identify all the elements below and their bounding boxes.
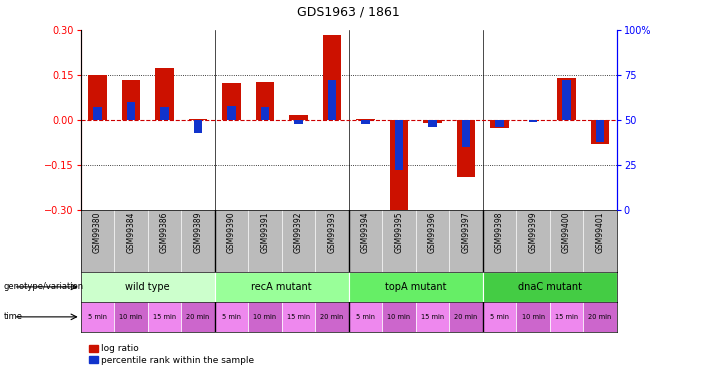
Bar [496,120,504,127]
Text: 10 min: 10 min [253,314,276,320]
Text: GSM99399: GSM99399 [529,212,538,254]
Bar [256,82,274,120]
Text: GSM99398: GSM99398 [495,212,504,254]
Bar [491,120,509,128]
Text: wild type: wild type [125,282,170,292]
Text: 10 min: 10 min [119,314,142,320]
Bar [222,82,240,120]
Bar [557,78,576,120]
Text: GSM99380: GSM99380 [93,212,102,254]
Bar [361,120,369,124]
Bar [395,120,403,170]
Text: 20 min: 20 min [454,314,477,320]
Bar [290,115,308,120]
Text: 20 min: 20 min [186,314,210,320]
Text: GSM99394: GSM99394 [361,212,370,254]
Text: 15 min: 15 min [153,314,176,320]
Text: time: time [4,312,22,321]
Bar [356,119,375,120]
Text: GSM99384: GSM99384 [126,212,135,254]
Text: 10 min: 10 min [522,314,545,320]
Bar [529,120,537,122]
Text: topA mutant: topA mutant [385,282,447,292]
Bar [449,302,483,332]
Bar [282,302,315,332]
Bar [462,120,470,147]
Bar [517,302,550,332]
Bar [428,120,437,127]
Bar [423,120,442,123]
Text: GSM99393: GSM99393 [327,212,336,254]
Bar [550,302,583,332]
Bar [390,120,408,211]
Bar [328,80,336,120]
Bar [315,302,349,332]
Text: GSM99386: GSM99386 [160,212,169,254]
Bar [322,34,341,120]
Text: 20 min: 20 min [589,314,612,320]
Text: GSM99400: GSM99400 [562,212,571,254]
Bar [122,80,140,120]
Bar [248,302,282,332]
Text: 15 min: 15 min [421,314,444,320]
Bar [349,302,382,332]
Bar [155,68,174,120]
Bar [261,107,269,120]
Bar [189,119,207,120]
Bar [583,302,617,332]
Bar [88,75,107,120]
Text: 5 min: 5 min [222,314,241,320]
Bar [127,102,135,120]
Text: 20 min: 20 min [320,314,343,320]
Text: GSM99397: GSM99397 [461,212,470,254]
Bar [81,272,215,302]
Text: GSM99395: GSM99395 [395,212,404,254]
Text: dnaC mutant: dnaC mutant [518,282,582,292]
Text: GSM99391: GSM99391 [261,212,269,254]
Bar [483,302,517,332]
Legend: log ratio, percentile rank within the sample: log ratio, percentile rank within the sa… [85,340,258,369]
Text: GSM99392: GSM99392 [294,212,303,254]
Text: 5 min: 5 min [356,314,375,320]
Bar [227,106,236,120]
Bar [148,302,181,332]
Bar [215,272,349,302]
Text: GSM99390: GSM99390 [227,212,236,254]
Text: 5 min: 5 min [88,314,107,320]
Bar [81,302,114,332]
Bar [416,302,449,332]
Text: genotype/variation: genotype/variation [4,282,83,291]
Text: 10 min: 10 min [388,314,411,320]
Text: 15 min: 15 min [555,314,578,320]
Bar [596,120,604,142]
Text: GSM99401: GSM99401 [596,212,605,254]
Text: 5 min: 5 min [490,314,509,320]
Bar [93,107,102,120]
Text: GSM99396: GSM99396 [428,212,437,254]
Bar [181,302,215,332]
Bar [161,107,169,120]
Bar [294,120,303,124]
Text: 15 min: 15 min [287,314,310,320]
Bar [457,120,475,177]
Bar [591,120,609,144]
Bar [382,302,416,332]
Text: recA mutant: recA mutant [252,282,312,292]
Bar [114,302,148,332]
Bar [483,272,617,302]
Bar [349,272,483,302]
Text: GSM99389: GSM99389 [193,212,203,254]
Bar [562,80,571,120]
Bar [215,302,248,332]
Bar [193,120,202,133]
Text: GDS1963 / 1861: GDS1963 / 1861 [297,6,400,19]
